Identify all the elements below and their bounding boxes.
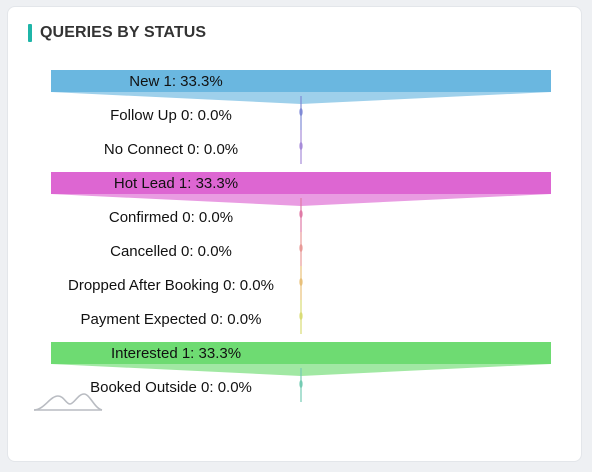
- stage-label: New 1: 33.3%: [129, 73, 222, 90]
- funnel-dot: [299, 210, 303, 218]
- stage-label: Confirmed 0: 0.0%: [109, 209, 233, 226]
- funnel-stage: Follow Up 0: 0.0%: [110, 96, 303, 130]
- funnel-dot: [299, 108, 303, 116]
- card-header: QUERIES BY STATUS: [28, 23, 206, 43]
- stage-label: Hot Lead 1: 33.3%: [114, 175, 238, 192]
- funnel-stage: Cancelled 0: 0.0%: [110, 232, 303, 266]
- stage-label: Cancelled 0: 0.0%: [110, 243, 232, 260]
- funnel-dot: [299, 380, 303, 388]
- card-title: QUERIES BY STATUS: [40, 24, 207, 41]
- funnel-stage: New 1: 33.3%: [51, 70, 551, 104]
- funnel-stage: Confirmed 0: 0.0%: [109, 198, 303, 232]
- stage-label: Booked Outside 0: 0.0%: [90, 379, 252, 396]
- funnel-stage: Dropped After Booking 0: 0.0%: [68, 266, 303, 300]
- funnel-bar: [51, 342, 551, 364]
- funnel-stage: Booked Outside 0: 0.0%: [90, 368, 303, 402]
- stage-label: Dropped After Booking 0: 0.0%: [68, 277, 274, 294]
- stage-label: Follow Up 0: 0.0%: [110, 107, 232, 124]
- stage-label: Interested 1: 33.3%: [111, 345, 241, 362]
- funnel-dot: [299, 244, 303, 252]
- funnel-dot: [299, 142, 303, 150]
- funnel-bar: [51, 172, 551, 194]
- funnel-stage: Payment Expected 0: 0.0%: [81, 300, 303, 334]
- stage-label: No Connect 0: 0.0%: [104, 141, 238, 158]
- funnel-dot: [299, 278, 303, 286]
- funnel-stage: No Connect 0: 0.0%: [104, 130, 303, 164]
- funnel-bar: [51, 70, 551, 92]
- title-accent-bar: [28, 24, 32, 42]
- funnel-dot: [299, 312, 303, 320]
- hills-watermark-icon: [33, 393, 103, 411]
- stage-label: Payment Expected 0: 0.0%: [81, 311, 262, 328]
